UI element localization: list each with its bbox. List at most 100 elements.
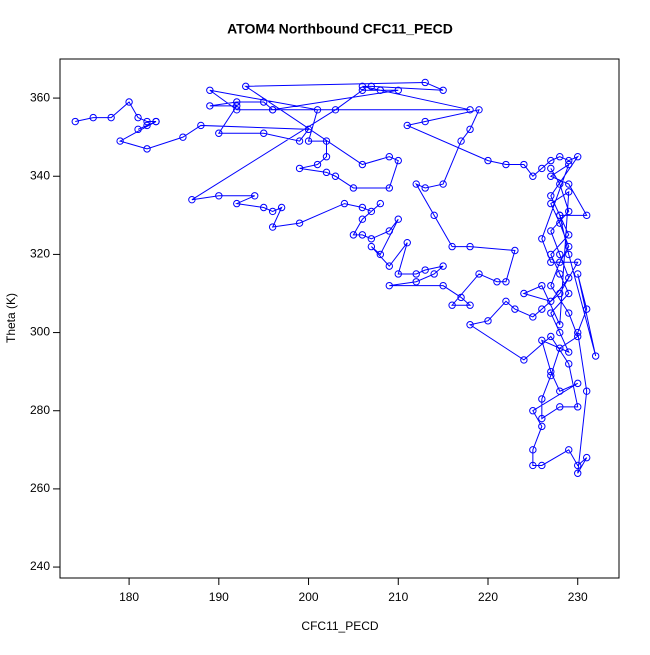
data-point	[116, 137, 124, 145]
data-point	[475, 106, 483, 114]
data-point	[547, 227, 555, 235]
data-point	[547, 164, 555, 173]
data-point	[529, 172, 537, 180]
y-axis-label: Theta (K)	[4, 293, 18, 343]
data-point	[295, 164, 304, 173]
data-point	[547, 297, 555, 306]
data-point	[206, 102, 214, 110]
data-point	[439, 262, 447, 270]
data-point	[475, 270, 483, 278]
data-point	[89, 113, 97, 122]
data-point	[538, 164, 546, 173]
data-point	[340, 199, 349, 208]
data-point	[403, 238, 411, 247]
data-point	[349, 184, 358, 192]
data-point	[385, 262, 393, 270]
data-point	[574, 332, 582, 341]
data-point	[565, 309, 573, 317]
x-tick-label: 200	[299, 590, 319, 604]
data-point	[331, 172, 340, 180]
data-point	[466, 106, 474, 114]
data-point	[322, 168, 331, 177]
data-point	[565, 188, 573, 196]
data-point	[538, 336, 546, 345]
data-point	[242, 82, 250, 91]
data-point	[376, 86, 385, 94]
data-point	[547, 258, 555, 266]
data-point	[206, 86, 214, 94]
x-tick-label: 220	[478, 590, 498, 604]
y-tick-label: 340	[30, 168, 50, 182]
data-point	[466, 242, 474, 251]
data-point	[582, 387, 591, 395]
data-point	[502, 278, 510, 286]
data-point	[197, 121, 205, 130]
data-point	[556, 270, 564, 278]
y-tick-label: 240	[30, 559, 50, 573]
data-point	[376, 250, 385, 259]
data-point	[547, 192, 555, 200]
data-point	[394, 86, 402, 94]
data-point	[403, 121, 411, 130]
data-point	[520, 289, 528, 298]
data-point	[215, 192, 223, 200]
data-point	[295, 137, 304, 145]
x-tick-label: 180	[119, 590, 139, 604]
data-point	[538, 395, 546, 403]
data-point	[358, 231, 367, 239]
data-point	[547, 199, 555, 208]
x-tick-label: 230	[568, 590, 588, 604]
data-point	[529, 313, 537, 321]
data-point	[385, 153, 393, 161]
data-point	[556, 211, 564, 220]
data-point	[511, 305, 519, 313]
data-point	[412, 180, 420, 188]
data-point	[268, 207, 277, 216]
data-point	[394, 215, 402, 223]
data-point	[520, 160, 528, 169]
data-point	[574, 469, 582, 477]
data-point	[484, 317, 492, 325]
data-point	[502, 297, 510, 306]
data-point	[502, 160, 510, 169]
data-point	[538, 281, 546, 290]
data-point	[313, 160, 322, 169]
data-point	[556, 180, 564, 188]
data-point	[520, 356, 528, 364]
data-point	[547, 371, 555, 380]
data-point	[565, 156, 573, 165]
data-point	[304, 125, 313, 134]
data-point	[556, 219, 564, 227]
data-point	[233, 102, 241, 110]
data-point	[367, 207, 376, 216]
data-point	[565, 207, 573, 216]
data-point	[556, 328, 564, 337]
data-point	[358, 82, 367, 91]
data-point	[538, 461, 546, 470]
data-point	[538, 235, 546, 243]
data-point	[556, 153, 564, 161]
data-point	[385, 227, 393, 235]
data-point	[538, 422, 546, 431]
data-line	[75, 81, 597, 474]
y-tick-label: 360	[30, 90, 50, 104]
data-point	[215, 129, 223, 137]
data-point	[367, 82, 376, 91]
data-point	[259, 98, 268, 106]
data-point	[556, 250, 564, 259]
data-point	[295, 219, 304, 227]
plot-frame	[59, 58, 620, 579]
y-tick-label: 300	[30, 325, 50, 339]
data-point	[457, 137, 465, 145]
data-point	[233, 106, 241, 114]
data-point	[582, 211, 591, 220]
data-point	[574, 461, 582, 470]
data-point	[385, 184, 393, 192]
data-point	[466, 125, 474, 134]
data-point	[71, 117, 79, 126]
data-point	[421, 184, 429, 192]
data-point	[565, 360, 573, 368]
data-point	[484, 156, 492, 165]
data-point	[152, 117, 160, 126]
data-point	[547, 172, 555, 180]
